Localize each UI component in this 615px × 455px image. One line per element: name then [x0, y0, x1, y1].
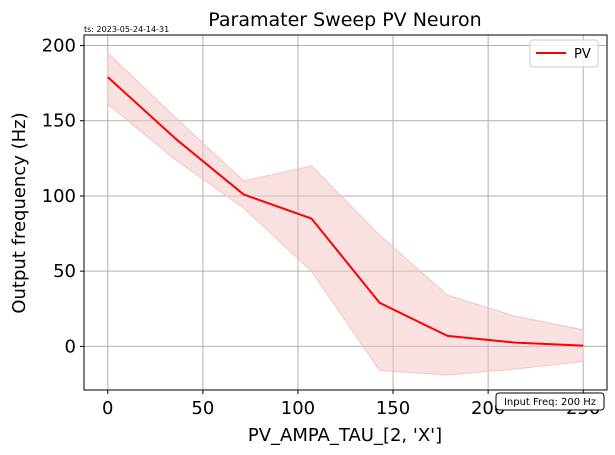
legend: PV [529, 39, 599, 68]
series-band [107, 51, 584, 376]
y-tick-label: 0 [65, 336, 76, 357]
series-lines [107, 76, 584, 347]
grid [84, 35, 607, 390]
y-axis-ticks: 0 50 100 150 200 [42, 36, 84, 357]
x-tick-label: 50 [191, 398, 214, 419]
legend-label: PV [574, 47, 591, 62]
x-tick-label: 150 [376, 398, 410, 419]
chart-title: Paramater Sweep PV Neuron [208, 9, 481, 31]
annotation-frame [495, 392, 605, 411]
plot-frame [83, 34, 608, 391]
y-axis-label: Output frequency (Hz) [9, 112, 30, 313]
y-tick-label: 50 [53, 261, 76, 282]
series-line [107, 76, 584, 347]
timestamp-label: ts: 2023-05-24-14-31 [84, 25, 169, 34]
y-tick-label: 150 [42, 111, 76, 132]
annotation-box: Input Freq: 200 Hz [495, 392, 605, 411]
x-tick-label: 100 [281, 398, 315, 419]
x-axis-label: PV_AMPA_TAU_[2, 'X'] [248, 425, 442, 446]
x-tick-label: 0 [102, 398, 113, 419]
y-tick-label: 100 [42, 186, 76, 207]
y-tick-label: 200 [42, 36, 76, 57]
annotation-text: Input Freq: 200 Hz [504, 397, 596, 408]
confidence-band [107, 51, 584, 376]
